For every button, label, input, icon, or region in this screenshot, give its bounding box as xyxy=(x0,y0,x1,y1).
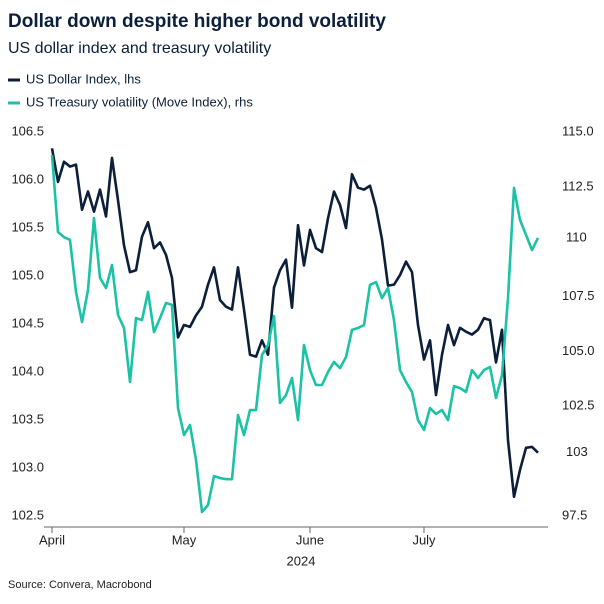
y-tick-label: 106.0 xyxy=(11,171,44,186)
end-value-label: 110 xyxy=(566,229,587,244)
y-tick-label: 105.0 xyxy=(11,267,44,282)
y2-tick-label: 107.5 xyxy=(562,288,595,303)
x-tick-label: April xyxy=(39,532,65,547)
x-axis-label: 2024 xyxy=(287,553,316,568)
y-tick-label: 104.5 xyxy=(11,315,44,330)
y-tick-label: 106.5 xyxy=(11,123,44,138)
chart-subtitle: US dollar index and treasury volatility xyxy=(8,40,271,57)
y-tick-label: 105.5 xyxy=(11,219,44,234)
y-tick-label: 103.5 xyxy=(11,411,44,426)
y2-tick-label: 97.5 xyxy=(562,507,587,522)
source: Source: Convera, Macrobond xyxy=(8,579,152,591)
x-tick-label: June xyxy=(296,532,324,547)
series-line xyxy=(50,148,539,499)
series-line xyxy=(50,154,540,514)
y2-tick-label: 115.0 xyxy=(562,123,594,138)
chart-title: Dollar down despite higher bond volatili… xyxy=(8,11,386,32)
y-tick-label: 103.0 xyxy=(11,459,44,474)
y2-tick-label: 105.0 xyxy=(562,343,595,358)
x-tick-label: July xyxy=(412,532,436,547)
y2-tick-label: 102.5 xyxy=(562,398,595,413)
legend-label: US Dollar Index, lhs xyxy=(26,71,141,86)
legend-label: US Treasury volatility (Move Index), rhs xyxy=(26,94,253,109)
y-tick-label: 104.0 xyxy=(11,363,44,378)
y-tick-label: 102.5 xyxy=(11,507,44,522)
end-value-label: 103 xyxy=(566,444,588,459)
y2-tick-label: 112.5 xyxy=(562,178,594,193)
x-tick-label: May xyxy=(172,532,197,547)
